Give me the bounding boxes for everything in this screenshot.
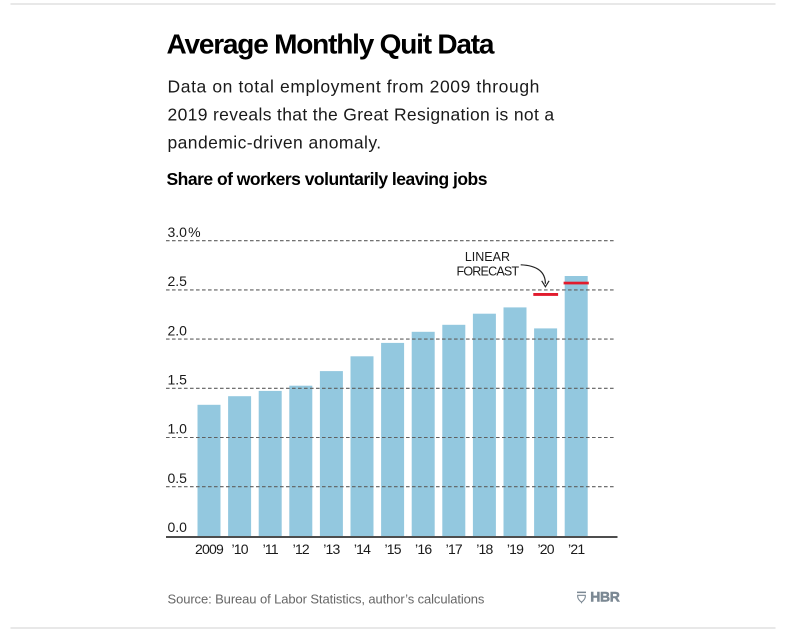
svg-text:0.5: 0.5 — [168, 470, 188, 486]
svg-text:’19: ’19 — [507, 541, 524, 557]
svg-text:’11: ’11 — [263, 541, 279, 557]
svg-text:FORECAST: FORECAST — [456, 265, 519, 279]
svg-text:Average Monthly Quit Data: Average Monthly Quit Data — [167, 29, 495, 60]
svg-text:pandemic-driven anomaly.: pandemic-driven anomaly. — [168, 132, 382, 152]
svg-text:’13: ’13 — [323, 541, 340, 557]
svg-text:HBR: HBR — [590, 589, 620, 605]
svg-text:’15: ’15 — [384, 541, 401, 557]
svg-text:’20: ’20 — [537, 541, 554, 557]
svg-text:2.0: 2.0 — [168, 322, 188, 338]
svg-text:LINEAR: LINEAR — [465, 250, 510, 264]
svg-text:’21: ’21 — [568, 541, 585, 557]
svg-text:1.5: 1.5 — [168, 372, 188, 388]
svg-text:Data on total employment from: Data on total employment from 2009 throu… — [168, 77, 540, 97]
svg-text:2.5: 2.5 — [168, 273, 188, 289]
svg-text:Share of workers voluntarily l: Share of workers voluntarily leaving job… — [167, 169, 488, 189]
svg-text:’14: ’14 — [354, 541, 371, 557]
svg-text:’12: ’12 — [293, 541, 310, 557]
svg-text:0.0: 0.0 — [168, 519, 188, 535]
svg-text:2009: 2009 — [195, 541, 224, 557]
svg-text:1.0: 1.0 — [168, 421, 188, 437]
svg-text:Source: Bureau of Labor Statis: Source: Bureau of Labor Statistics, auth… — [168, 592, 485, 607]
svg-text:’10: ’10 — [231, 541, 248, 557]
svg-text:3.0%: 3.0% — [168, 224, 201, 240]
svg-text:’17: ’17 — [446, 541, 463, 557]
svg-text:’16: ’16 — [415, 541, 432, 557]
svg-text:2019 reveals that the Great Re: 2019 reveals that the Great Resignation … — [168, 105, 555, 125]
svg-text:’18: ’18 — [476, 541, 493, 557]
